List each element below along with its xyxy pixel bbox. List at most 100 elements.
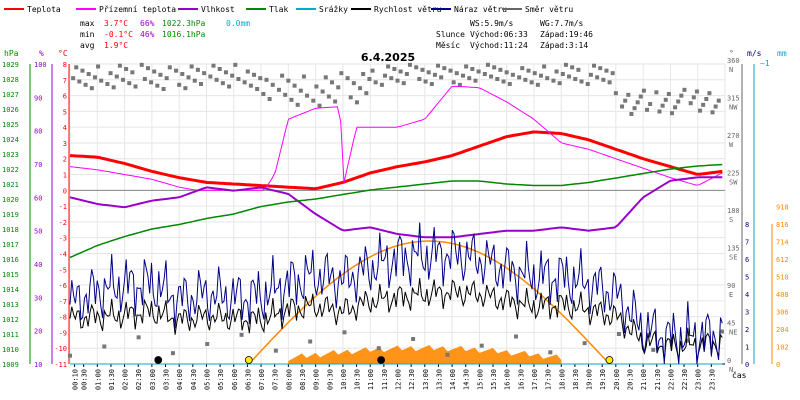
tick-label-rain: 714: [776, 239, 789, 247]
tick-label-temperature: 0: [63, 187, 67, 195]
stats-max-hum: 66%: [140, 19, 155, 28]
wind-direction-point: [105, 82, 110, 86]
wind-direction-point: [92, 75, 97, 80]
wind-direction-point: [467, 76, 472, 81]
wind-direction-point: [613, 91, 618, 96]
wind-direction-point: [389, 76, 394, 81]
wind-direction-point: [557, 81, 562, 86]
wind-direction-point: [283, 92, 288, 97]
wind-direction-point: [342, 330, 347, 335]
tick-label-direction: 225: [727, 170, 740, 178]
tick-label-pressure: 1020: [2, 196, 19, 204]
stats-max-rain: 0.0mm: [226, 19, 250, 28]
wind-direction-point: [470, 67, 475, 71]
wind-direction-point: [133, 84, 138, 89]
wind-direction-point: [379, 82, 384, 87]
wind-direction-point: [114, 74, 119, 79]
sunrise-marker: [244, 356, 253, 364]
tick-label-time: 17:00: [531, 369, 539, 390]
wind-direction-point: [108, 71, 113, 76]
tick-label-temperature: -11: [54, 361, 67, 369]
tick-label-pressure: 1013: [2, 301, 19, 309]
tick-label-humidity: 10: [34, 361, 42, 369]
wind-direction-point: [330, 80, 334, 85]
tick-label-direction: 0: [727, 357, 731, 365]
wind-direction-point: [476, 69, 481, 74]
wind-direction-point: [710, 110, 715, 115]
wind-direction-point: [227, 84, 232, 89]
tick-label-temperature: -7: [59, 298, 67, 306]
wind-direction-point: [669, 111, 674, 116]
tick-label-pressure: 1025: [2, 121, 19, 129]
tick-label-temperature: -3: [59, 235, 67, 243]
tick-label-direction-name: SE: [729, 254, 737, 262]
tick-label-time: 10:00: [340, 369, 348, 390]
info-sun-rise: Východ:06:33: [470, 30, 528, 39]
tick-label-speed: 5: [745, 274, 749, 282]
tick-label-rain: 0: [776, 361, 780, 369]
wind-direction-point: [161, 87, 166, 91]
wind-direction-point: [719, 329, 724, 334]
tick-label-time: 08:30: [299, 369, 307, 390]
tick-label-time: 02:00: [122, 369, 130, 390]
tick-label-rain: 306: [776, 309, 789, 317]
tick-label-pressure: 1021: [2, 181, 19, 189]
tick-label-time: 16:00: [504, 369, 512, 390]
wind-direction-point: [348, 95, 353, 100]
tick-label-pressure: 1022: [2, 166, 19, 174]
wind-direction-point: [482, 72, 487, 76]
wind-direction-point: [716, 98, 721, 103]
tick-label-pressure: 1028: [2, 76, 19, 84]
legend-label: Směr větru: [525, 5, 573, 14]
tick-label-direction-name: NE: [729, 329, 737, 337]
legend-label: Tlak: [269, 5, 288, 14]
tick-label-time: 22:30: [681, 369, 689, 390]
wind-direction-point: [457, 82, 462, 87]
tick-label-time: 17:30: [545, 369, 553, 390]
tick-label-temperature: 1: [63, 172, 67, 180]
wind-direction-point: [174, 68, 179, 73]
series-line-naraz-vetru: [69, 222, 723, 365]
tick-label-temperature: -2: [59, 219, 67, 227]
tick-label-time: 13:30: [435, 369, 443, 390]
wind-direction-point: [149, 80, 154, 85]
wind-direction-point: [177, 82, 182, 87]
legend-label: Přízemní teplota: [99, 5, 176, 14]
wind-direction-point: [567, 74, 572, 79]
tick-label-pressure: 1011: [2, 331, 19, 339]
wind-direction-point: [464, 64, 469, 69]
series-line-tlak: [69, 163, 723, 259]
wind-direction-point: [183, 86, 188, 91]
wind-direction-point: [532, 71, 537, 76]
tick-label-temperature: -8: [59, 314, 67, 322]
wind-direction-point: [295, 102, 300, 107]
wind-direction-point: [351, 81, 356, 86]
wind-direction-point: [77, 79, 82, 84]
stats-min-hum: 46%: [140, 30, 155, 39]
tick-label-humidity: 80: [34, 128, 42, 136]
tick-label-time: 19:30: [599, 369, 607, 390]
wind-direction-point: [417, 77, 422, 81]
wind-direction-point: [454, 71, 459, 76]
tick-label-humidity: 50: [34, 228, 42, 236]
wind-direction-point: [641, 88, 646, 93]
wind-direction-point: [286, 78, 291, 83]
sunset-marker: [605, 356, 614, 364]
wind-direction-point: [320, 89, 325, 94]
tick-label-speed: 0: [745, 361, 749, 369]
info-moon-set: Západ:3:14: [540, 41, 588, 50]
wind-direction-point: [439, 75, 444, 80]
wind-direction-point: [648, 102, 653, 106]
tick-label-pressure: 1010: [2, 346, 19, 354]
stats-avg-temp: 1.9°C: [104, 41, 128, 50]
tick-label-time: 20:00: [613, 369, 621, 390]
wind-direction-point: [376, 346, 381, 351]
plot-area: 1009101010111012101310141015101610171018…: [2, 57, 789, 390]
wind-direction-point: [623, 98, 628, 103]
wind-direction-point: [501, 79, 506, 84]
wind-direction-point: [127, 81, 132, 86]
wind-direction-point: [386, 64, 391, 69]
wind-direction-point: [492, 65, 497, 70]
tick-label-pressure: 1019: [2, 211, 19, 219]
wind-direction-point: [326, 94, 331, 99]
